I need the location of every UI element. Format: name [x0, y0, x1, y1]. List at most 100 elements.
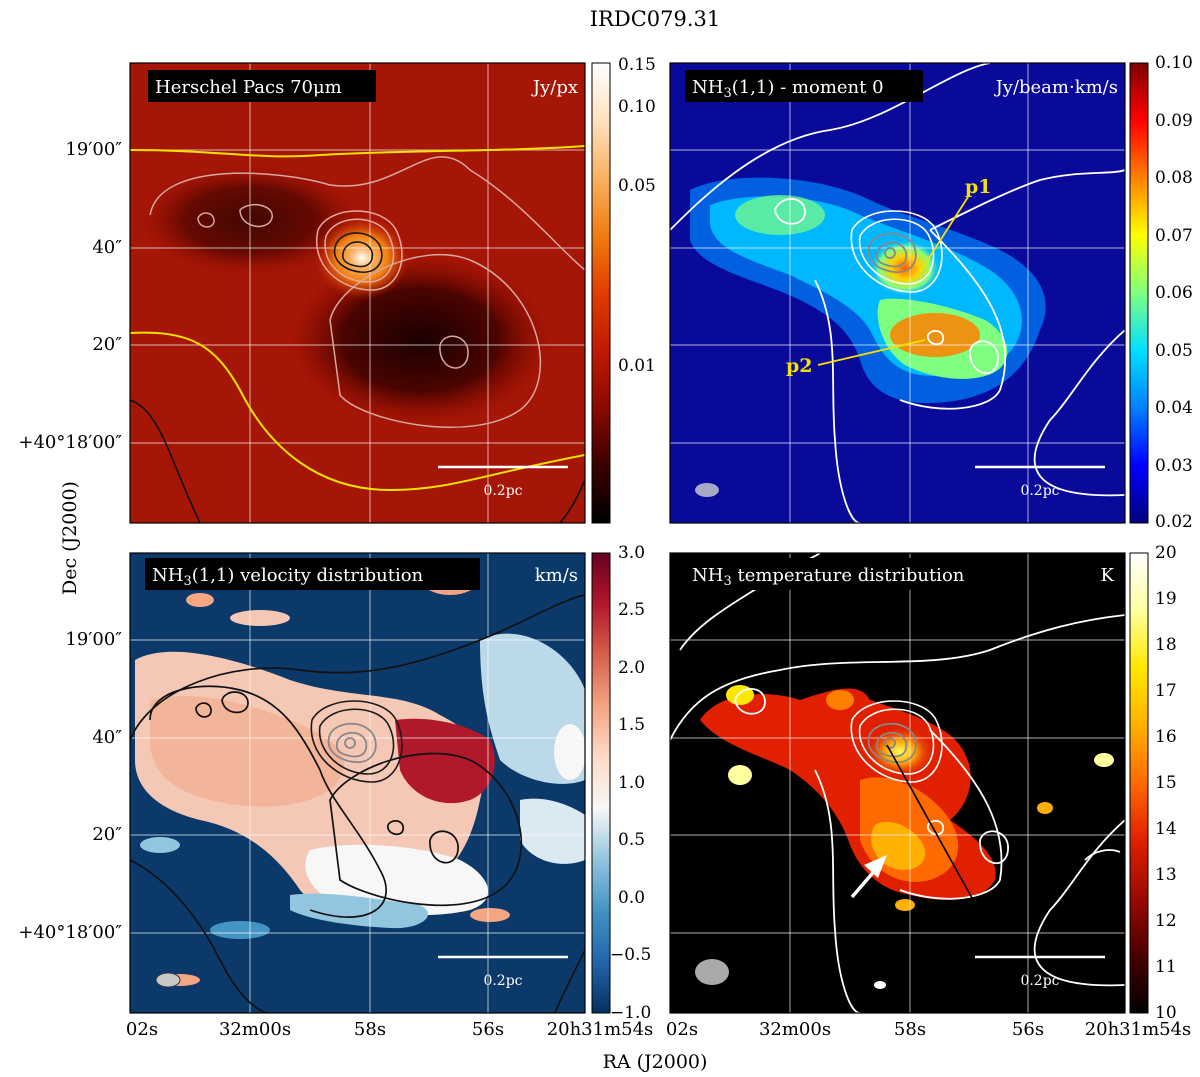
colorbar-tick-label: 2.0 [618, 658, 645, 678]
beam-ellipse [695, 959, 729, 985]
colorbar-tick-label: 3.0 [618, 543, 645, 563]
temperature-region [874, 981, 886, 989]
ra-tick-label: 02s [666, 1019, 698, 1040]
ra-tick-label: 32m00s [759, 1019, 831, 1040]
emission-peak [735, 195, 825, 235]
colorbar-tick-label: 16 [1155, 727, 1177, 747]
grey-contour [329, 254, 542, 428]
colorbar-tick-label: 0.01 [618, 356, 656, 376]
velocity-region [470, 908, 510, 922]
colorbar-tick-label: 17 [1155, 681, 1177, 701]
colorbar-tick-label: 0.02 [1155, 512, 1193, 532]
velocity-region [150, 696, 345, 807]
colorbar-tick-label: 1.0 [618, 773, 645, 793]
scale-bar-label: 0.2pc [483, 483, 522, 499]
grid [130, 63, 585, 523]
grey-contour [239, 203, 273, 228]
colorbar-tick-label: 0.07 [1155, 226, 1193, 246]
colorbar-tick-label: 0.05 [618, 176, 656, 196]
scale-bar-label: 0.2pc [1020, 483, 1059, 499]
black-contours [130, 594, 585, 1013]
temperature-region [726, 685, 754, 705]
y-axis-label: Dec (J2000) [59, 481, 81, 595]
annotation-p2: p2 [786, 355, 813, 377]
colorbar [1129, 552, 1149, 1014]
colorbar-tick-label: 2.5 [618, 600, 645, 620]
p2-pointer [817, 339, 926, 366]
dec-tick-label: 20″ [92, 824, 122, 845]
panel-label: NH3 temperature distribution [692, 565, 965, 589]
colorbar-tick-label: 11 [1155, 957, 1177, 977]
ra-tick-label: 58s [894, 1019, 926, 1040]
dec-tick-label: 40″ [92, 727, 122, 748]
colorbar-tick-label: 18 [1155, 635, 1177, 655]
colorbar-tick-label: 10 [1155, 1003, 1177, 1023]
colorbar-tick-label: 0.10 [618, 97, 656, 117]
colorbar-tick-label: 0.09 [1155, 111, 1193, 131]
dec-tick-label: +40°18′00″ [18, 922, 122, 943]
ra-tick-label: 56s [1012, 1019, 1044, 1040]
dec-tick-label: 20″ [92, 334, 122, 355]
source-contours [850, 700, 943, 783]
colorbar [1129, 62, 1149, 524]
panel-label: Herschel Pacs 70μm [155, 77, 342, 98]
colorbar [591, 62, 611, 524]
colorbar-tick-label: 0.04 [1155, 398, 1193, 418]
colorbar-tick-label: 0.15 [618, 55, 656, 75]
colorbar-tick-label: 0.03 [1155, 456, 1193, 476]
colorbar-tick-label: 1.5 [618, 715, 645, 735]
unit-label: Jy/px [531, 77, 578, 98]
source-contours [327, 722, 377, 764]
ra-tick-label: 58s [354, 1019, 386, 1040]
velocity-region [140, 837, 180, 853]
temperature-region [826, 690, 854, 710]
ra-tick-label: 32m00s [219, 1019, 291, 1040]
panel-velocity: NH3(1,1) velocity distribution km/s 0.2p… [129, 543, 651, 1023]
colorbar-tick-label: 13 [1155, 865, 1177, 885]
figure-title: IRDC079.31 [590, 7, 721, 31]
colorbar-ticks: 3.0 2.5 2.0 1.5 1.0 0.5 0.0 −0.5 −1.0 [610, 543, 651, 1023]
colorbar-tick-label: 0.08 [1155, 168, 1193, 188]
source-contours [867, 722, 917, 764]
colorbar [591, 552, 611, 1014]
temperature-region [728, 765, 752, 785]
beam-ellipse [695, 483, 719, 497]
colorbar-tick-label: 0.05 [1155, 341, 1193, 361]
ra-tick-label: 20h31m54s [547, 1019, 654, 1040]
ra-tick-label: 02s [126, 1019, 158, 1040]
panel-pacs70: Herschel Pacs 70μm Jy/px 0.2pc 0.15 0.10… [129, 55, 656, 524]
unit-label: Jy/beam·km/s [994, 77, 1118, 98]
colorbar-tick-label: 0.06 [1155, 283, 1193, 303]
colorbar-ticks: 0.10 0.09 0.08 0.07 0.06 0.05 0.04 0.03 … [1155, 53, 1193, 532]
dec-tick-label: 40″ [92, 237, 122, 258]
velocity-region [210, 921, 270, 939]
colorbar-tick-label: 14 [1155, 819, 1177, 839]
source-contours [867, 232, 917, 274]
colorbar-tick-label: 0.0 [618, 888, 645, 908]
temperature-peak [865, 726, 935, 778]
panel-moment0: p1 p2 NH3(1,1) - moment 0 Jy/beam·km/s 0… [669, 53, 1193, 532]
velocity-region [554, 724, 585, 780]
ra-tick-label: 56s [472, 1019, 504, 1040]
dec-tick-label: 19′00″ [65, 629, 122, 650]
grey-contour [439, 335, 469, 369]
scale-bar-label: 0.2pc [483, 973, 522, 989]
x-axis-label: RA (J2000) [603, 1051, 708, 1073]
temperature-region [1094, 753, 1114, 767]
scale-bar-label: 0.2pc [1020, 973, 1059, 989]
colorbar-tick-label: 15 [1155, 773, 1177, 793]
black-contour [130, 399, 201, 523]
colorbar-tick-label: 20 [1155, 543, 1177, 563]
velocity-region [186, 593, 214, 607]
temperature-region [895, 899, 915, 911]
grey-contour [197, 212, 215, 228]
velocity-region [520, 798, 585, 864]
colorbar-ticks: 20 19 18 17 16 15 14 13 12 11 10 [1155, 543, 1177, 1023]
colorbar-tick-label: 0.5 [618, 830, 645, 850]
ra-tick-labels: 02s 32m00s 58s 56s 20h31m54s 02s 32m00s … [126, 1019, 1191, 1040]
dec-tick-labels: 19′00″ 40″ 20″ +40°18′00″ 19′00″ 40″ 20″… [18, 139, 122, 943]
colorbar-tick-label: 0.10 [1155, 53, 1193, 73]
velocity-region [290, 893, 429, 929]
black-contour [559, 479, 585, 523]
